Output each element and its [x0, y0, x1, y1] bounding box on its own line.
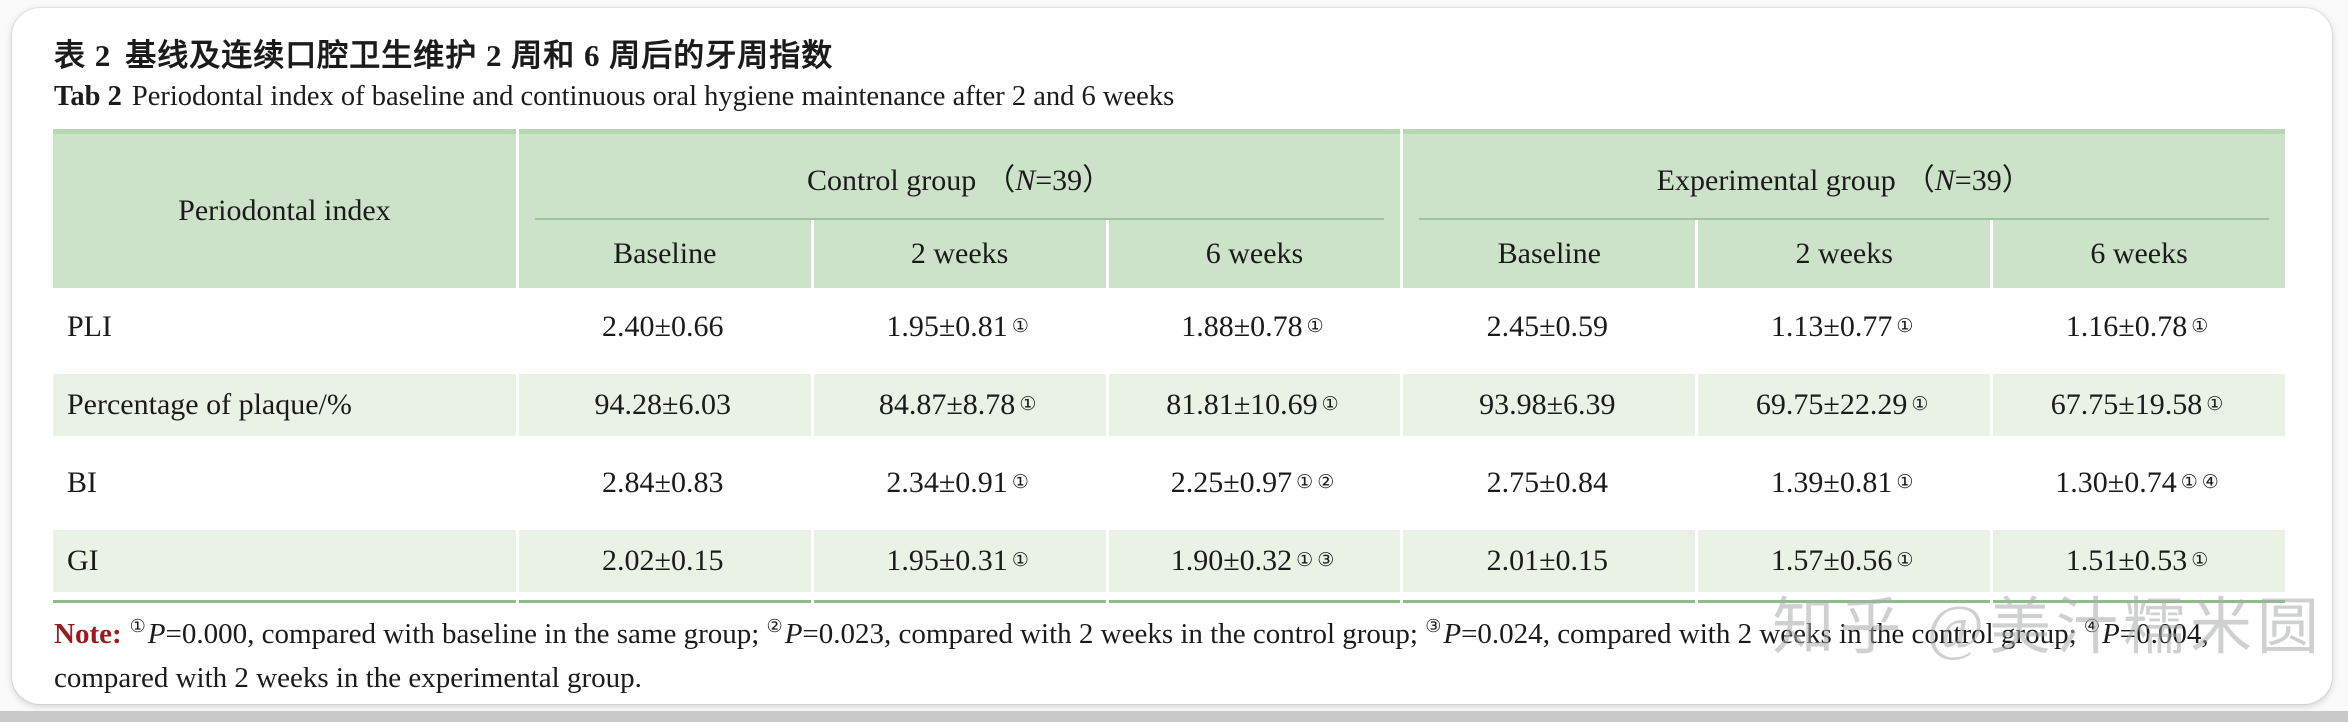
periodontal-index-table: Periodontal index Control group （N=39） Ex… — [50, 129, 2288, 603]
cell-bi-experimental-6weeks: 1.30±0.74 ①④ — [1993, 444, 2285, 522]
column-header-experimental-baseline: Baseline — [1403, 220, 1696, 288]
cell-gi-experimental-6weeks: 1.51±0.53 ① — [1993, 522, 2285, 603]
table-title-zh-label: 表 2 — [54, 38, 112, 73]
cell-gi-control-6weeks: 1.90±0.32 ①③ — [1108, 522, 1401, 603]
group-header-control-n: （N=39） — [985, 164, 1113, 197]
column-header-periodontal-index: Periodontal index — [53, 129, 516, 288]
note-label: Note: — [54, 618, 122, 650]
table-title-en: Tab 2 Periodontal index of baseline and c… — [54, 81, 2294, 113]
cell-plaque-control-6weeks: 81.81±10.69 ① — [1108, 366, 1401, 444]
row-label-plaque-percentage: Percentage of plaque/% — [53, 366, 516, 444]
table-row-pli: PLI 2.40±0.66 1.95±0.81 ① 1.88±0.78 ① 2.45… — [53, 288, 2285, 366]
cell-plaque-experimental-6weeks: 67.75±19.58 ① — [1993, 366, 2285, 444]
table-row-gi: GI 2.02±0.15 1.95±0.31 ① 1.90±0.32 ①③ 2.01… — [53, 522, 2285, 603]
table-row-plaque-percentage: Percentage of plaque/% 94.28±6.03 84.87±… — [53, 366, 2285, 444]
cell-pli-experimental-baseline: 2.45±0.59 — [1403, 288, 1696, 366]
table-title-zh-text: 基线及连续口腔卫生维护 2 周和 6 周后的牙周指数 — [125, 38, 834, 73]
row-label-gi: GI — [53, 522, 516, 603]
table-title-zh: 表 2 基线及连续口腔卫生维护 2 周和 6 周后的牙周指数 — [54, 30, 2294, 75]
table-title-en-text: Periodontal index of baseline and contin… — [131, 81, 1175, 112]
group-header-experimental-label: Experimental group — [1656, 164, 1896, 197]
paper-table-card: 表 2 基线及连续口腔卫生维护 2 周和 6 周后的牙周指数 Tab 2 Perio… — [12, 8, 2332, 704]
group-underline — [1419, 218, 2269, 220]
cell-gi-experimental-2weeks: 1.57±0.56 ① — [1698, 522, 1991, 603]
cell-plaque-control-baseline: 94.28±6.03 — [518, 366, 811, 444]
cell-plaque-experimental-baseline: 93.98±6.39 — [1403, 366, 1696, 444]
group-header-control-label: Control group — [807, 164, 977, 197]
group-header-control: Control group （N=39） — [518, 129, 1401, 220]
page-bottom-strip — [0, 711, 2348, 722]
column-header-control-2weeks: 2 weeks — [813, 220, 1106, 288]
column-header-experimental-6weeks: 6 weeks — [1993, 220, 2285, 288]
cell-bi-control-2weeks: 2.34±0.91 ① — [813, 444, 1106, 522]
note-segment-2: ②P=0.023, compared with 2 weeks in the c… — [766, 616, 1426, 650]
cell-pli-experimental-6weeks: 1.16±0.78 ① — [1993, 288, 2285, 366]
cell-pli-control-2weeks: 1.95±0.81 ① — [813, 288, 1106, 366]
column-header-experimental-2weeks: 2 weeks — [1698, 220, 1991, 288]
cell-pli-control-baseline: 2.40±0.66 — [518, 288, 811, 366]
cell-plaque-experimental-2weeks: 69.75±22.29 ① — [1698, 366, 1991, 444]
note-segment-4: ④P=0.004, compared with 2 weeks in the e… — [54, 616, 2209, 694]
cell-gi-control-baseline: 2.02±0.15 — [518, 522, 811, 603]
table-title-en-label: Tab 2 — [54, 81, 122, 112]
table-row-bi: BI 2.84±0.83 2.34±0.91 ① 2.25±0.97 ①② 2.75… — [53, 444, 2285, 522]
group-underline — [534, 218, 1385, 220]
cell-bi-experimental-2weeks: 1.39±0.81 ① — [1698, 444, 1991, 522]
note-segment-3: ③P=0.024, compared with 2 weeks in the c… — [1425, 616, 2084, 650]
row-label-pli: PLI — [53, 288, 516, 366]
cell-gi-control-2weeks: 1.95±0.31 ① — [813, 522, 1106, 603]
group-header-experimental-n: （N=39） — [1904, 164, 2032, 197]
row-label-bi: BI — [53, 444, 516, 522]
cell-bi-control-6weeks: 2.25±0.97 ①② — [1108, 444, 1401, 522]
cell-gi-experimental-baseline: 2.01±0.15 — [1403, 522, 1696, 603]
note-segment-1: ①P=0.000, compared with baseline in the … — [129, 616, 767, 650]
table-note: Note: ①P=0.000, compared with baseline in… — [54, 613, 2294, 700]
cell-pli-experimental-2weeks: 1.13±0.77 ① — [1698, 288, 1991, 366]
cell-pli-control-6weeks: 1.88±0.78 ① — [1108, 288, 1401, 366]
column-header-control-baseline: Baseline — [518, 220, 811, 288]
column-header-control-6weeks: 6 weeks — [1108, 220, 1401, 288]
cell-bi-experimental-baseline: 2.75±0.84 — [1403, 444, 1696, 522]
group-header-experimental: Experimental group （N=39） — [1403, 129, 2285, 220]
cell-plaque-control-2weeks: 84.87±8.78 ① — [813, 366, 1106, 444]
cell-bi-control-baseline: 2.84±0.83 — [518, 444, 811, 522]
